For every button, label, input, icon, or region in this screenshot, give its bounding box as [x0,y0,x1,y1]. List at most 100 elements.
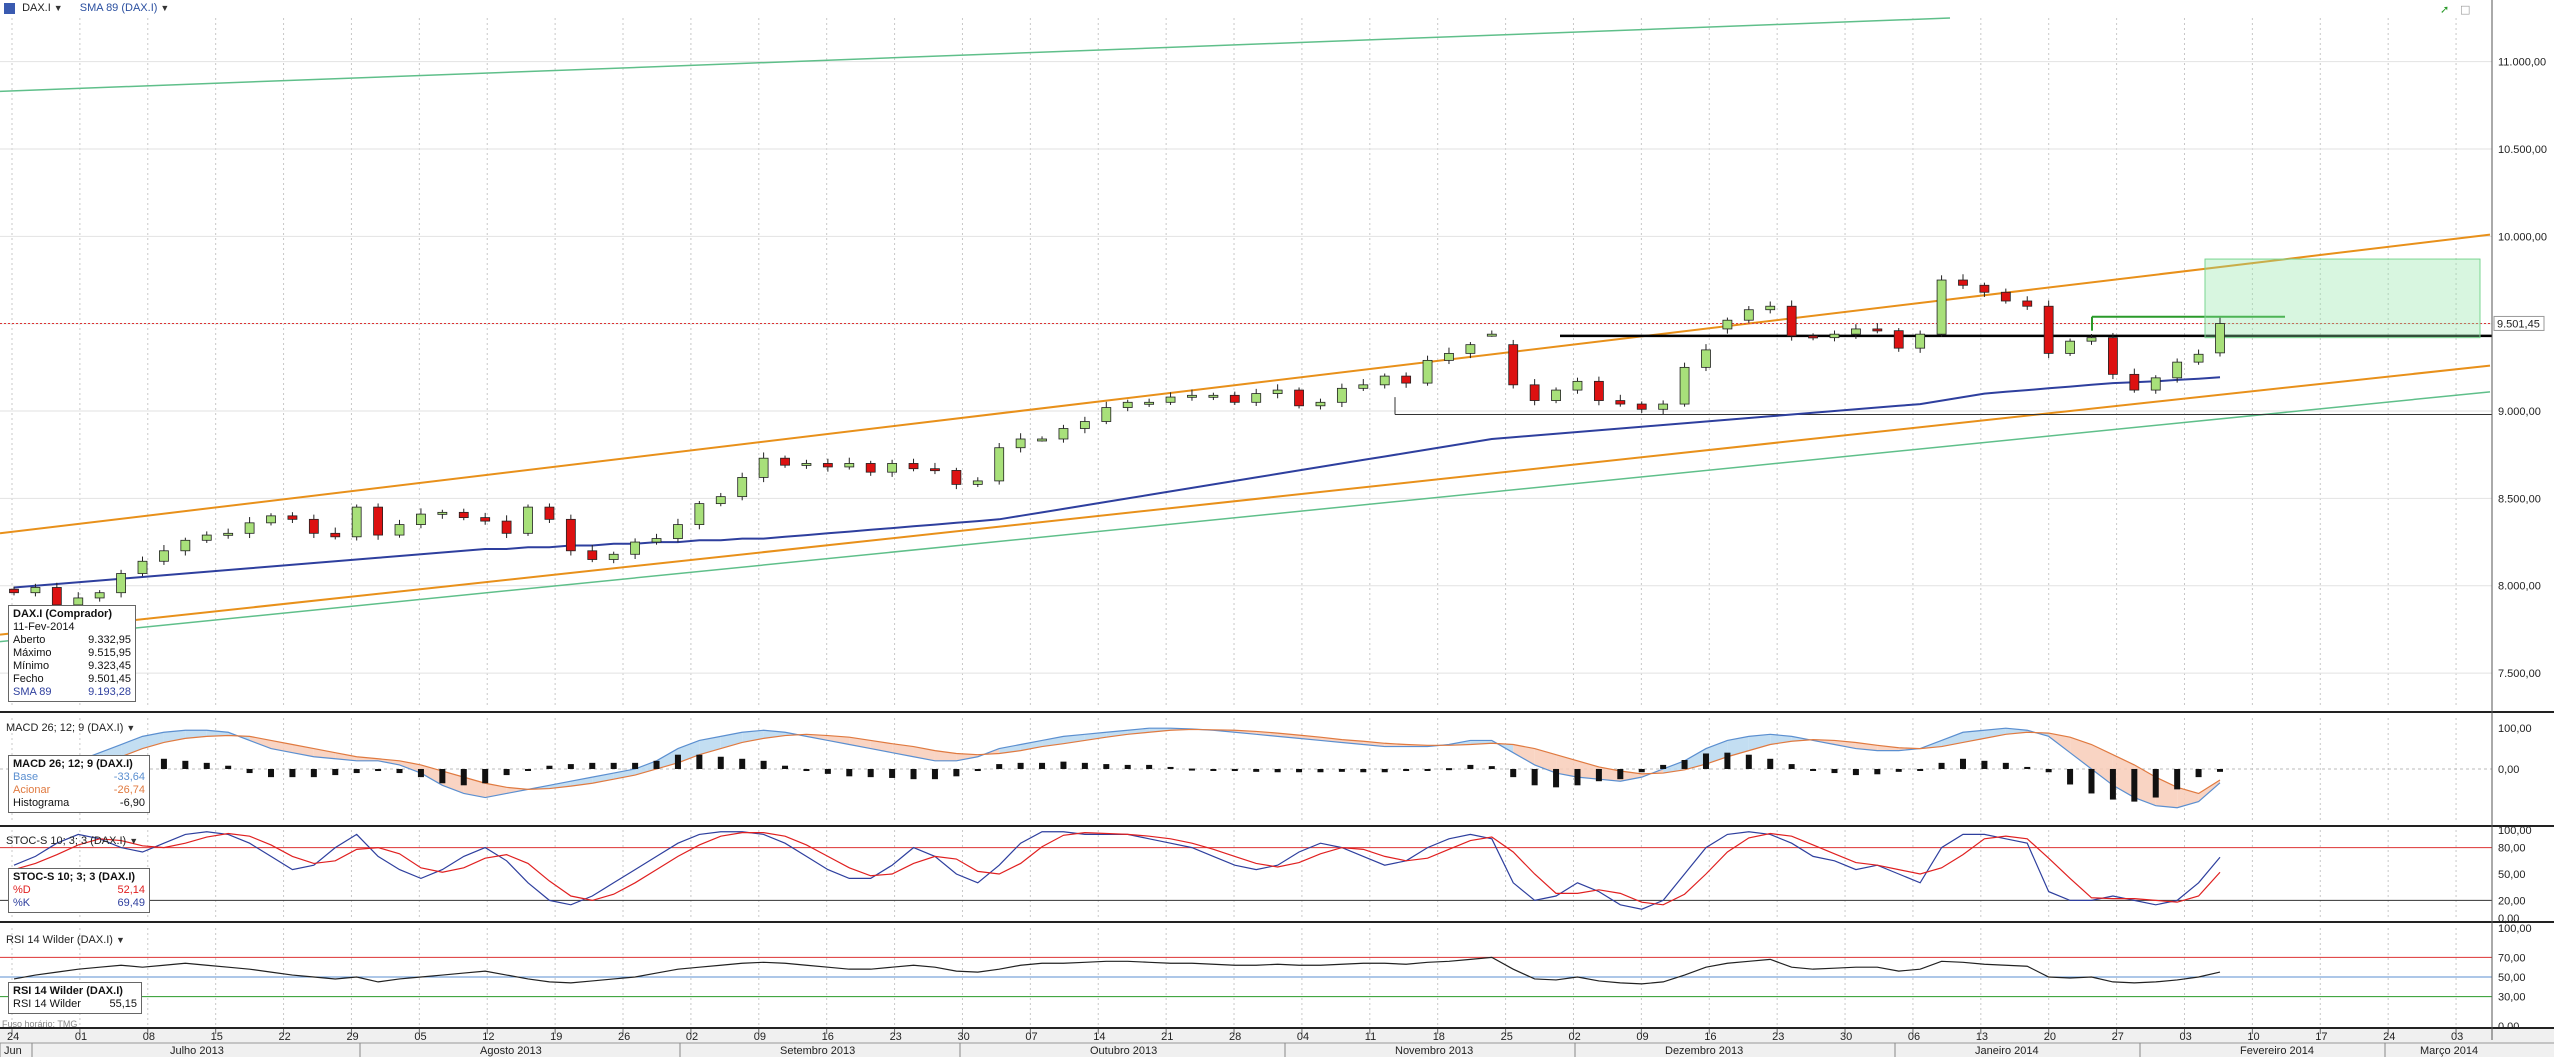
candle-body [394,524,405,536]
macd-legend: MACD 26; 12; 9 (DAX.I) Base -33,64 Aciona… [8,755,150,813]
macd-histogram-bar [1810,768,1817,771]
macd-fill [592,773,614,784]
last-price-value: 9.501,45 [2497,318,2540,330]
candle-body [1615,400,1626,405]
day-label: 02 [686,1031,698,1043]
overlay-selector[interactable]: SMA 89 (DAX.I) ▼ [79,2,170,14]
macd-histogram-bar [867,768,874,778]
day-label: 11 [1365,1031,1376,1043]
macd-fill [142,732,164,749]
lock-icon[interactable]: □ [2460,3,2471,16]
stoc-legend: STOC-S 10; 3; 3 (DAX.I) %D 52,14 %K 69,49 [8,868,150,913]
macd-histogram-bar [1724,752,1731,769]
candle-body [801,463,812,466]
candle-body [159,550,169,562]
day-label: 25 [1501,1031,1513,1043]
candle-body [2043,305,2054,354]
macd-title[interactable]: MACD 26; 12; 9 (DAX.I) ▼ [6,722,136,734]
macd-fill [1277,733,1300,739]
candle-body [9,588,19,594]
candle-body [1936,279,1947,335]
candle-body [1422,359,1433,384]
month-label: Outubro 2013 [1090,1045,1157,1057]
macd-histogram-bar [1531,768,1538,786]
symbol-icon[interactable] [4,2,15,14]
macd-histogram-bar [482,768,489,784]
candle-body [1529,384,1540,401]
macd-histogram-bar [696,754,703,769]
candle-body [94,592,105,599]
macd-histogram-bar [1124,764,1131,769]
day-label: 18 [1433,1031,1445,1043]
macd-histogram-bar [889,768,896,778]
candle-body [694,503,705,525]
candle-body [1701,349,1711,368]
candle-body [1294,389,1304,407]
macd-histogram-bar [268,768,275,778]
candle-body [887,463,898,473]
macd-histogram-bar [1981,760,1988,769]
candle-body [1508,344,1519,386]
candle-body [630,541,641,555]
candle-body [780,457,790,466]
day-label: 15 [211,1031,223,1043]
macd-fill [699,736,721,755]
macd-histogram-bar [332,768,339,776]
legend-row: Fecho 9.501,45 [13,673,131,685]
candle-body [30,587,41,594]
candle-body [2172,361,2183,379]
macd-histogram-bar [782,765,789,769]
symbol-selector[interactable]: DAX.I ▼ [22,2,63,14]
candle-body [2215,323,2225,354]
macd-histogram-bar [525,768,532,771]
macd-histogram-bar [396,768,403,774]
macd-histogram-bar [1146,764,1153,769]
macd-histogram-bar [1595,768,1602,782]
macd-histogram-bar [2002,762,2009,769]
day-label: 30 [1840,1031,1852,1043]
macd-histogram-bar [953,768,960,777]
legend-row: RSI 14 Wilder 55,15 [13,998,137,1010]
month-label: Jun [4,1045,22,1057]
macd-histogram-bar [503,768,510,776]
stoc-title[interactable]: STOC-S 10; 3; 3 (DAX.I) ▼ [6,835,139,847]
macd-histogram-bar [2217,768,2223,772]
macd-fill [785,732,807,737]
macd-histogram-bar [1210,768,1217,771]
candle-body [1165,396,1176,403]
macd-histogram-bar [1253,768,1260,772]
macd-histogram-bar [2152,768,2159,798]
macd-histogram-bar [2067,768,2074,785]
macd-histogram-bar [1103,764,1110,769]
candle-body [651,538,662,543]
day-label: 04 [1297,1031,1309,1043]
candle-body [972,480,983,485]
day-label: 17 [2315,1031,2327,1043]
candle-body [416,513,426,525]
macd-histogram-bar [1317,768,1324,773]
candle-body [2193,353,2204,363]
draw-tool-icon[interactable]: ➚ [2440,3,2450,16]
macd-histogram-bar [1445,768,1452,771]
candle-body [1251,393,1262,403]
candle-body [608,553,619,560]
day-label: 23 [890,1031,902,1043]
last-price-tag [2493,315,2545,331]
candle-body [1444,352,1454,361]
macd-legend-title: MACD 26; 12; 9 (DAX.I) [13,758,133,770]
macd-fill [1577,760,1599,780]
rsi-title[interactable]: RSI 14 Wilder (DAX.I) ▼ [6,934,125,946]
day-label: 28 [1229,1031,1241,1043]
candle-body [1336,387,1347,403]
candle-body [1037,438,1047,442]
macd-histogram-bar [1852,768,1859,776]
price-legend-title: DAX.I (Comprador) [13,608,112,620]
macd-fill [2048,733,2071,753]
candle-body [1958,279,1968,286]
green-trendline-lower [0,391,2491,643]
macd-histogram-bar [1681,760,1688,769]
candle-body [2129,373,2140,391]
candle-body [330,532,341,538]
